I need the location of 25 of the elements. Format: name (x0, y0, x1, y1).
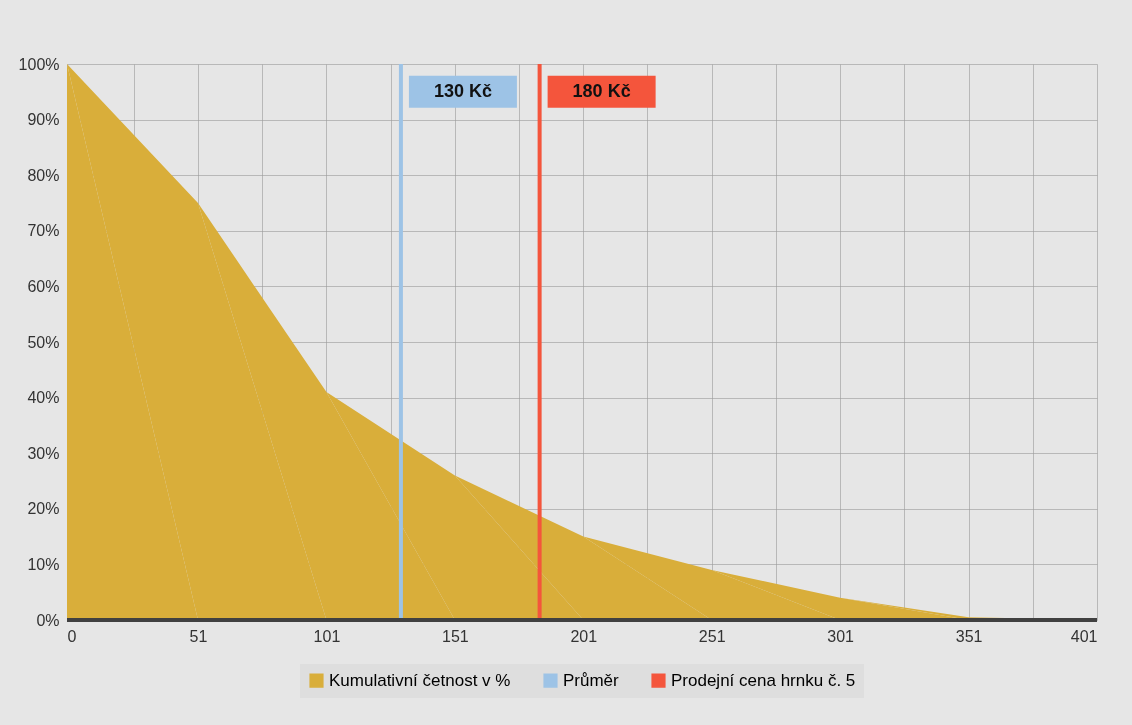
y-tick-label: 80% (27, 166, 60, 184)
y-tick-label: 30% (27, 444, 60, 462)
y-tick-label: 50% (27, 333, 60, 351)
x-tick-label: 351 (955, 627, 983, 645)
y-tick-label: 0% (36, 611, 60, 629)
y-tick-label: 60% (27, 277, 60, 295)
y-tick-label: 40% (27, 389, 60, 407)
x-tick-label: 251 (698, 627, 726, 645)
x-tick-label: 301 (827, 627, 855, 645)
y-tick-label: 100% (18, 55, 60, 73)
y-tick-label: 70% (27, 222, 60, 240)
x-tick-label: 51 (189, 627, 208, 645)
x-tick-label: 0 (67, 627, 77, 645)
legend-label: Průměr (563, 670, 620, 690)
x-tick-label: 151 (442, 627, 469, 645)
y-tick-label: 10% (27, 555, 60, 573)
annotation: 180 Kč (572, 80, 631, 101)
legend-label: Kumulativní četnost v % (329, 670, 511, 690)
x-tick-label: 401 (1070, 627, 1098, 645)
x-tick-label: 201 (570, 627, 598, 645)
annotation: 130 Kč (433, 80, 492, 101)
legend-label: Prodejní cena hrnku č. 5 (671, 670, 856, 690)
x-tick-label: 101 (313, 627, 341, 645)
y-tick-label: 20% (27, 500, 60, 518)
y-tick-label: 90% (27, 111, 60, 129)
